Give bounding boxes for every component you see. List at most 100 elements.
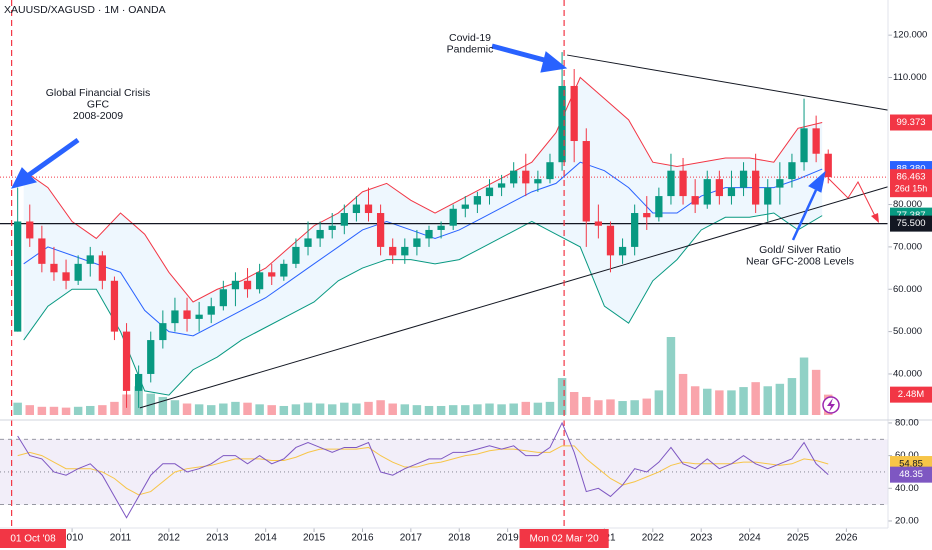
candle-body bbox=[26, 221, 34, 239]
candle-body bbox=[280, 263, 288, 277]
candle-body bbox=[389, 246, 397, 256]
covid-arrowhead bbox=[540, 51, 568, 73]
y-tick-label: 110.000 bbox=[893, 72, 927, 83]
volume-bar bbox=[751, 382, 760, 415]
volume-bar bbox=[388, 403, 397, 415]
x-tick-label: 2011 bbox=[110, 533, 132, 544]
volume-bar bbox=[775, 383, 785, 415]
x-tick-label: 2013 bbox=[206, 533, 229, 544]
candle-body bbox=[243, 280, 252, 290]
candle-body bbox=[764, 187, 772, 205]
projection-path bbox=[827, 177, 877, 219]
candle-body bbox=[570, 85, 578, 142]
volume-bar bbox=[255, 404, 264, 415]
volume-bar bbox=[194, 404, 204, 415]
candle-body bbox=[594, 221, 603, 226]
candle-body bbox=[316, 229, 324, 239]
volume-bar bbox=[715, 390, 724, 415]
volume-bar bbox=[400, 404, 410, 415]
candle-body bbox=[147, 340, 155, 374]
volume-bar bbox=[594, 400, 603, 415]
volume-bar bbox=[606, 399, 615, 415]
price-marker-box bbox=[890, 169, 932, 198]
volume-bar bbox=[509, 403, 518, 415]
volume-bar bbox=[521, 401, 531, 415]
candle-body bbox=[522, 170, 530, 184]
y-tick-label: 40.000 bbox=[893, 368, 922, 379]
candle-body bbox=[473, 196, 482, 205]
rsi-tick-label: 80.00 bbox=[895, 417, 919, 428]
candle-body bbox=[171, 310, 179, 324]
candle-body bbox=[340, 213, 348, 226]
candle-body bbox=[122, 331, 131, 391]
annotation-line: Global Financial Crisis bbox=[46, 87, 150, 99]
candle-body bbox=[86, 255, 94, 264]
candle-body bbox=[618, 246, 627, 256]
volume-bar bbox=[497, 404, 506, 415]
volume-bar bbox=[618, 401, 627, 415]
date-marker-label: Mon 02 Mar '20 bbox=[530, 534, 600, 545]
y-tick-label: 70.000 bbox=[893, 241, 922, 252]
x-tick-label: 2018 bbox=[448, 533, 471, 544]
volume-bar bbox=[630, 400, 639, 415]
volume-bar bbox=[582, 396, 591, 415]
bollinger-lower bbox=[23, 212, 823, 396]
volume-bar bbox=[787, 378, 797, 415]
volume-bar bbox=[73, 406, 83, 415]
candle-body bbox=[655, 196, 663, 218]
candle-body bbox=[485, 187, 494, 197]
candle-body bbox=[703, 179, 711, 205]
candle-body bbox=[110, 280, 119, 332]
volume-bar bbox=[206, 405, 216, 415]
date-marker-label: 01 Oct '08 bbox=[10, 534, 56, 545]
candle-body bbox=[255, 272, 264, 290]
annotation-line: Pandemic bbox=[447, 43, 494, 55]
candle-body bbox=[14, 221, 22, 332]
annotation-line: GFC bbox=[87, 98, 110, 110]
date-marker-box bbox=[519, 529, 609, 548]
alert-bolt bbox=[827, 398, 835, 412]
volume-bar bbox=[473, 404, 482, 415]
volume-bar bbox=[485, 403, 494, 415]
candle-body bbox=[752, 170, 760, 205]
volume-bar bbox=[219, 403, 228, 415]
volume-bar bbox=[436, 405, 446, 415]
ratio-arrow bbox=[791, 189, 818, 241]
candle-body bbox=[667, 170, 675, 197]
candle-body bbox=[231, 280, 240, 290]
ratio-arrowhead bbox=[808, 170, 826, 193]
volume-bar bbox=[703, 388, 712, 415]
trendline bbox=[567, 54, 889, 111]
date-marker-box bbox=[0, 529, 66, 548]
price-marker-box bbox=[890, 215, 932, 232]
x-tick-label: 2014 bbox=[255, 533, 278, 544]
x-tick-label: 2023 bbox=[690, 533, 713, 544]
covid-arrow bbox=[491, 43, 549, 64]
x-tick-label: 2022 bbox=[642, 533, 665, 544]
candle-body bbox=[727, 187, 736, 197]
x-tick-label: 2019 bbox=[497, 533, 520, 544]
candle-body bbox=[352, 204, 361, 214]
price-marker-label: 88.380 bbox=[896, 164, 925, 175]
annotation-line: 2008-2009 bbox=[73, 110, 123, 122]
candle-body bbox=[449, 208, 457, 226]
volume-bar bbox=[424, 405, 434, 415]
candle-body bbox=[195, 314, 203, 319]
volume-marker-box bbox=[890, 386, 932, 403]
candle-body bbox=[534, 179, 542, 184]
gfc-arrowhead bbox=[11, 167, 37, 189]
candle-body bbox=[219, 289, 227, 307]
price-marker-box bbox=[890, 114, 932, 131]
volume-bar bbox=[303, 402, 313, 415]
candle-body bbox=[788, 162, 796, 180]
x-tick-label: 2010 bbox=[61, 533, 84, 544]
candle-body bbox=[38, 238, 46, 264]
rsi-marker-label: 54.85 bbox=[899, 459, 923, 470]
volume-bar bbox=[110, 401, 119, 415]
bollinger-middle bbox=[23, 161, 823, 337]
volume-bar bbox=[376, 400, 385, 415]
volume-bar bbox=[86, 405, 95, 415]
